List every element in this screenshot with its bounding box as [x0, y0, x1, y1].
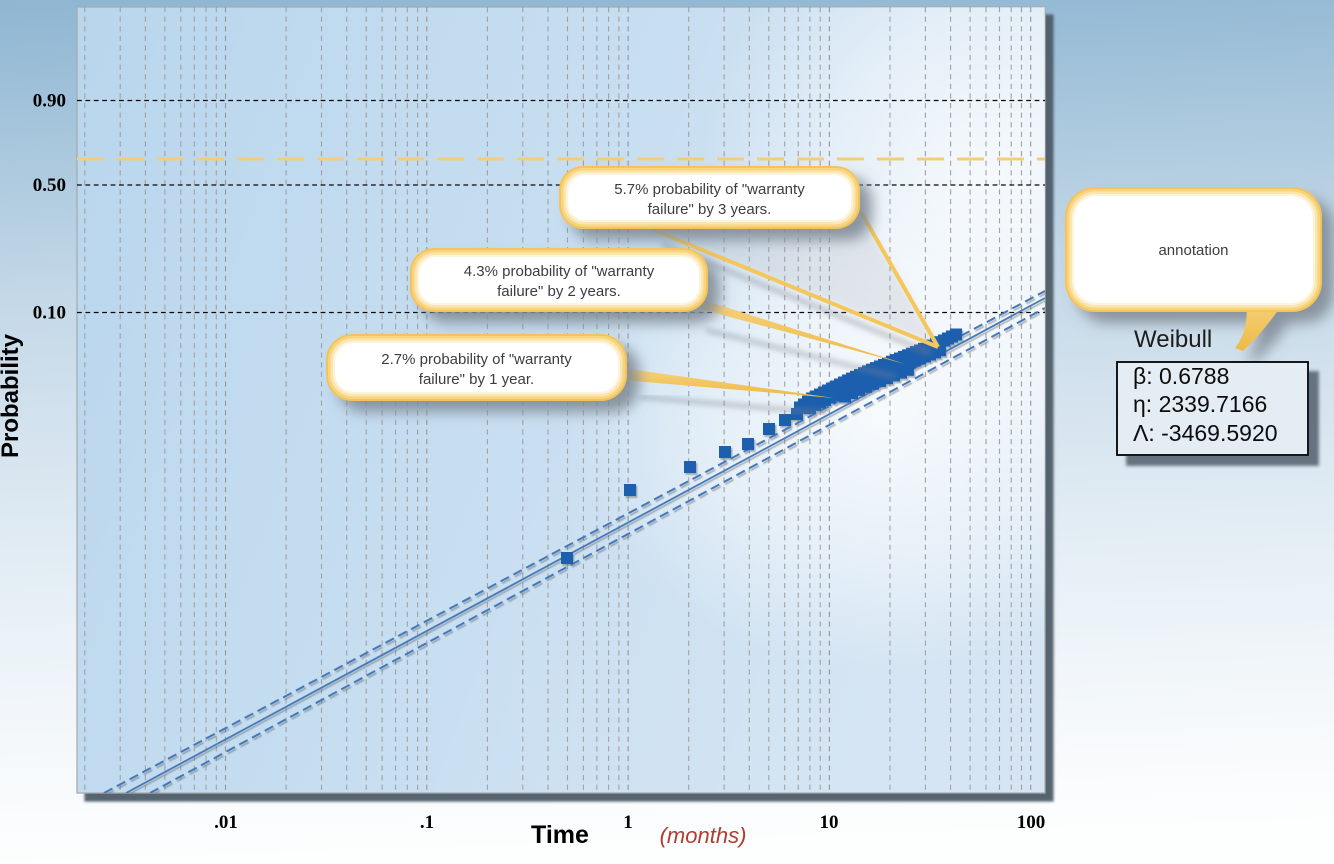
svg-text:0.50: 0.50 — [33, 175, 66, 196]
svg-text:.1: .1 — [420, 812, 434, 833]
svg-text:(months): (months) — [660, 823, 747, 848]
svg-text:failure" by 2 years.: failure" by 2 years. — [497, 283, 621, 300]
svg-text:η: 2339.7166: η: 2339.7166 — [1133, 391, 1267, 417]
svg-text:annotation: annotation — [1158, 242, 1228, 259]
svg-text:1: 1 — [623, 812, 633, 833]
svg-text:4.3% probability of "warranty: 4.3% probability of "warranty — [464, 263, 655, 280]
svg-text:Λ: -3469.5920: Λ: -3469.5920 — [1133, 420, 1278, 446]
svg-text:β: 0.6788: β: 0.6788 — [1133, 363, 1229, 389]
svg-text:5.7% probability of "warranty: 5.7% probability of "warranty — [614, 181, 805, 198]
svg-text:Weibull: Weibull — [1134, 326, 1212, 353]
svg-text:0.90: 0.90 — [33, 91, 66, 112]
svg-text:Probability: Probability — [0, 333, 24, 458]
svg-text:failure" by 3 years.: failure" by 3 years. — [648, 201, 772, 218]
svg-text:100: 100 — [1017, 812, 1046, 833]
svg-text:Time: Time — [531, 821, 589, 849]
svg-text:10: 10 — [820, 812, 839, 833]
svg-text:2.7% probability of "warranty: 2.7% probability of "warranty — [381, 351, 572, 368]
svg-text:.01: .01 — [214, 812, 238, 833]
svg-text:0.10: 0.10 — [33, 303, 66, 324]
svg-text:failure" by 1 year.: failure" by 1 year. — [419, 371, 534, 388]
